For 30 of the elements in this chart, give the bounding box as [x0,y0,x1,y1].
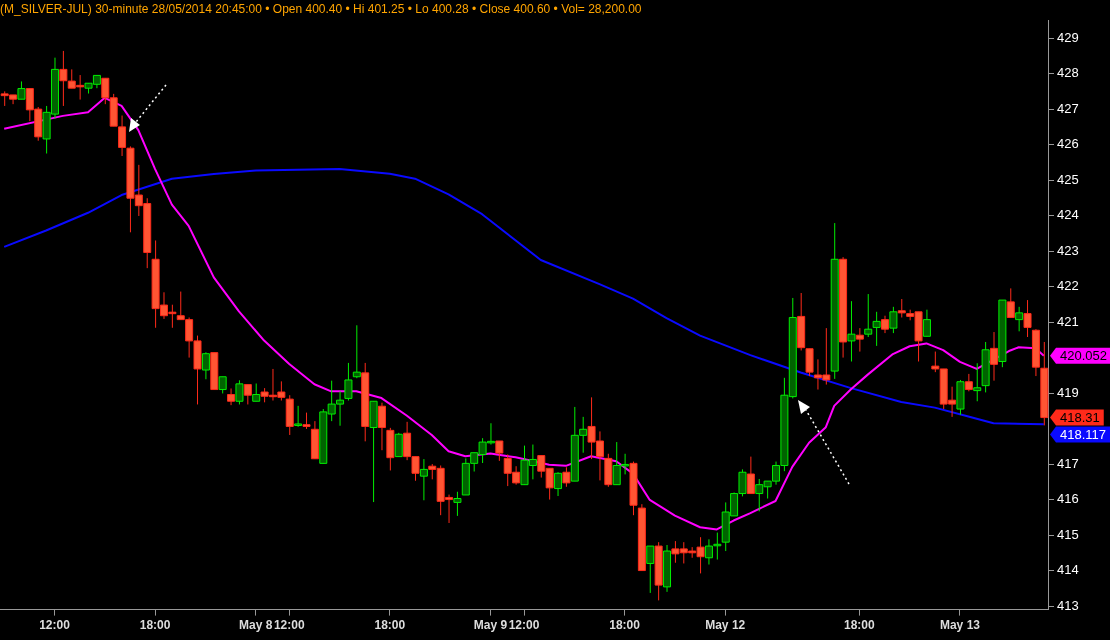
text: 418.117 [1060,427,1107,443]
x-tick-label: 12:00 [39,618,71,633]
x-tick-label: 12:00 [273,618,305,633]
x-tick-label: May 9 [473,618,508,633]
y-tick-label: 424 [1057,207,1079,223]
y-tick-label: 428 [1057,65,1079,81]
x-tick-label: 12:00 [508,618,540,633]
y-tick-label: 429 [1057,29,1079,45]
x-tick-label: 18:00 [139,618,171,633]
y-tick-label: 426 [1057,136,1079,152]
x-tick-label: May 12 [705,618,746,633]
y-tick-label: 415 [1057,526,1079,542]
x-tick-label: 18:00 [844,618,876,633]
text: 420.052 [1060,348,1107,364]
y-tick-label: 421 [1057,313,1079,329]
y-tick-label: 413 [1057,597,1079,613]
y-tick-label: 417 [1057,455,1079,471]
y-tick-label: 423 [1057,242,1079,258]
y-tick-label: 419 [1057,384,1079,400]
x-tick-label: May 8 [239,618,273,633]
chart-title: (M_SILVER-JUL) 30-minute 28/05/2014 20:45:00 • Open 400.40 • Hi 401.25 • Lo 400.28 • Close 400.60 • Vol= 28,200.00 [0,1,642,16]
y-tick-label: 414 [1057,562,1079,578]
x-tick-label: 18:00 [609,618,641,633]
x-tick-label: May 13 [939,618,981,633]
y-tick-label: 422 [1057,278,1079,294]
text: 418.31 [1060,410,1100,426]
x-tick-label: 18:00 [374,618,406,633]
y-tick-label: 427 [1057,100,1079,116]
y-tick-label: 425 [1057,171,1079,187]
y-tick-label: 416 [1057,491,1079,507]
